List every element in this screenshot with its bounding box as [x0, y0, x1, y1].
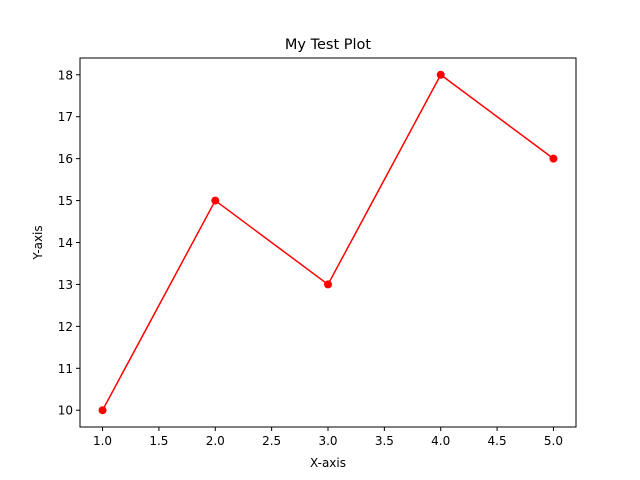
- data-point-marker: [98, 406, 107, 415]
- x-tick-label: 2.5: [262, 434, 281, 448]
- series-layer: [98, 70, 558, 415]
- data-point-marker: [549, 154, 558, 163]
- x-tick-label: 4.0: [431, 434, 450, 448]
- chart-title: My Test Plot: [285, 37, 372, 53]
- y-tick-label: 16: [58, 152, 73, 166]
- x-axis-ticks: 1.0 1.5 2.0 2.5 3.0 3.5 4.0 4.5 5.0: [93, 427, 563, 448]
- y-axis-ticks: 10 11 12 13 14 15 16 17 18: [58, 68, 80, 418]
- y-axis-label: Y-axis: [31, 225, 45, 260]
- plot-area: [80, 58, 576, 427]
- y-tick-label: 17: [58, 110, 73, 124]
- y-tick-label: 10: [58, 404, 73, 418]
- y-tick-label: 13: [58, 278, 73, 292]
- y-tick-label: 15: [58, 194, 73, 208]
- x-tick-label: 4.5: [488, 434, 507, 448]
- plot-frame: [79, 57, 577, 428]
- data-point-marker: [324, 280, 332, 289]
- y-tick-label: 12: [58, 320, 73, 334]
- y-tick-label: 11: [58, 362, 73, 376]
- y-tick-label: 18: [58, 68, 73, 82]
- x-tick-label: 2.0: [206, 434, 225, 448]
- y-tick-label: 14: [58, 236, 73, 250]
- x-tick-label: 5.0: [544, 434, 563, 448]
- x-tick-label: 3.5: [375, 434, 394, 448]
- data-point-marker: [211, 196, 220, 205]
- x-tick-label: 1.0: [93, 434, 112, 448]
- data-point-marker: [436, 70, 445, 79]
- x-tick-label: 1.5: [149, 434, 168, 448]
- x-axis-label: X-axis: [310, 456, 346, 470]
- x-tick-label: 3.0: [318, 434, 337, 448]
